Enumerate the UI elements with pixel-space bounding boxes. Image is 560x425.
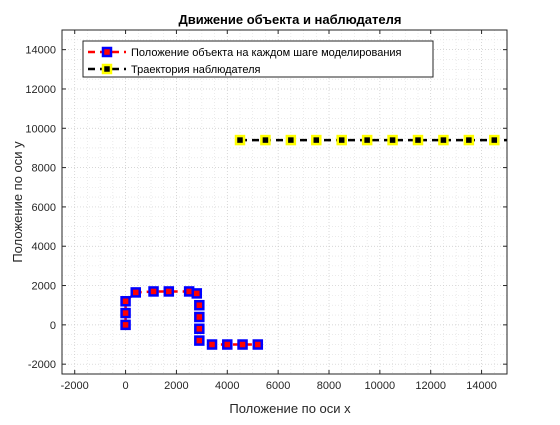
x-tick-label: 2000 [164, 380, 188, 392]
x-tick-label: 8000 [317, 380, 341, 392]
legend-entry-observer: Траектория наблюдателя [88, 63, 261, 76]
data-point [237, 339, 248, 350]
data-point [130, 287, 141, 298]
x-axis: -2000 0 2000 4000 6000 8000 10000 12000 14000 [61, 30, 497, 392]
data-point [163, 286, 175, 297]
y-tick-label: 12000 [25, 84, 56, 96]
data-point [194, 311, 205, 323]
x-tick-label: 14000 [466, 380, 497, 392]
data-point [252, 339, 264, 350]
legend-marker-object [101, 46, 113, 58]
legend-entry-object: Положение объекта на каждом шаге моделир… [88, 46, 402, 59]
data-point [260, 134, 271, 146]
data-point [234, 134, 246, 146]
x-tick-label: 0 [123, 380, 129, 392]
data-point [438, 134, 449, 146]
data-point [120, 319, 131, 331]
y-tick-label: 2000 [32, 281, 56, 293]
series-layer [120, 134, 507, 350]
legend-label-object: Положение объекта на каждом шаге моделир… [131, 47, 402, 59]
x-tick-label: 6000 [266, 380, 290, 392]
series-object [120, 286, 264, 350]
data-point [222, 339, 233, 350]
data-point [194, 323, 205, 335]
legend-marker-observer [101, 63, 113, 75]
data-point [194, 335, 205, 346]
data-point [206, 339, 218, 350]
data-point [120, 307, 131, 319]
data-point [191, 288, 203, 299]
x-tick-label: 10000 [365, 380, 396, 392]
y-tick-label: -2000 [28, 359, 56, 371]
x-axis-label: Положение по оси x [229, 401, 351, 416]
data-point [361, 134, 373, 146]
data-point [148, 286, 159, 297]
y-tick-label: 8000 [32, 163, 56, 175]
series-observer [234, 134, 507, 146]
data-point [311, 134, 322, 146]
data-point [489, 134, 500, 146]
x-tick-label: 4000 [215, 380, 239, 392]
legend-label-observer: Траектория наблюдателя [131, 64, 261, 76]
y-tick-label: 4000 [32, 241, 56, 253]
legend: Положение объекта на каждом шаге моделир… [82, 40, 434, 78]
data-point [194, 299, 205, 311]
y-axis-label: Положение по оси y [10, 141, 25, 263]
plot-area [62, 30, 507, 374]
legend-box [82, 40, 434, 78]
data-point [120, 296, 131, 307]
data-point [387, 134, 398, 146]
data-point [285, 134, 297, 146]
y-tick-label: 14000 [25, 45, 56, 57]
major-grid [62, 30, 507, 374]
y-axis: -2000 0 2000 4000 6000 8000 10000 12000 14000 [25, 45, 507, 371]
data-point [463, 134, 475, 146]
y-tick-label: 0 [50, 320, 56, 332]
x-tick-label: 12000 [415, 380, 446, 392]
data-point [412, 134, 424, 146]
data-point [336, 134, 347, 146]
y-tick-label: 6000 [32, 202, 56, 214]
plot-border [61, 29, 508, 375]
y-tick-label: 10000 [25, 123, 56, 135]
x-tick-label: -2000 [61, 380, 89, 392]
chart-title: Движение объекта и наблюдателя [179, 12, 402, 27]
